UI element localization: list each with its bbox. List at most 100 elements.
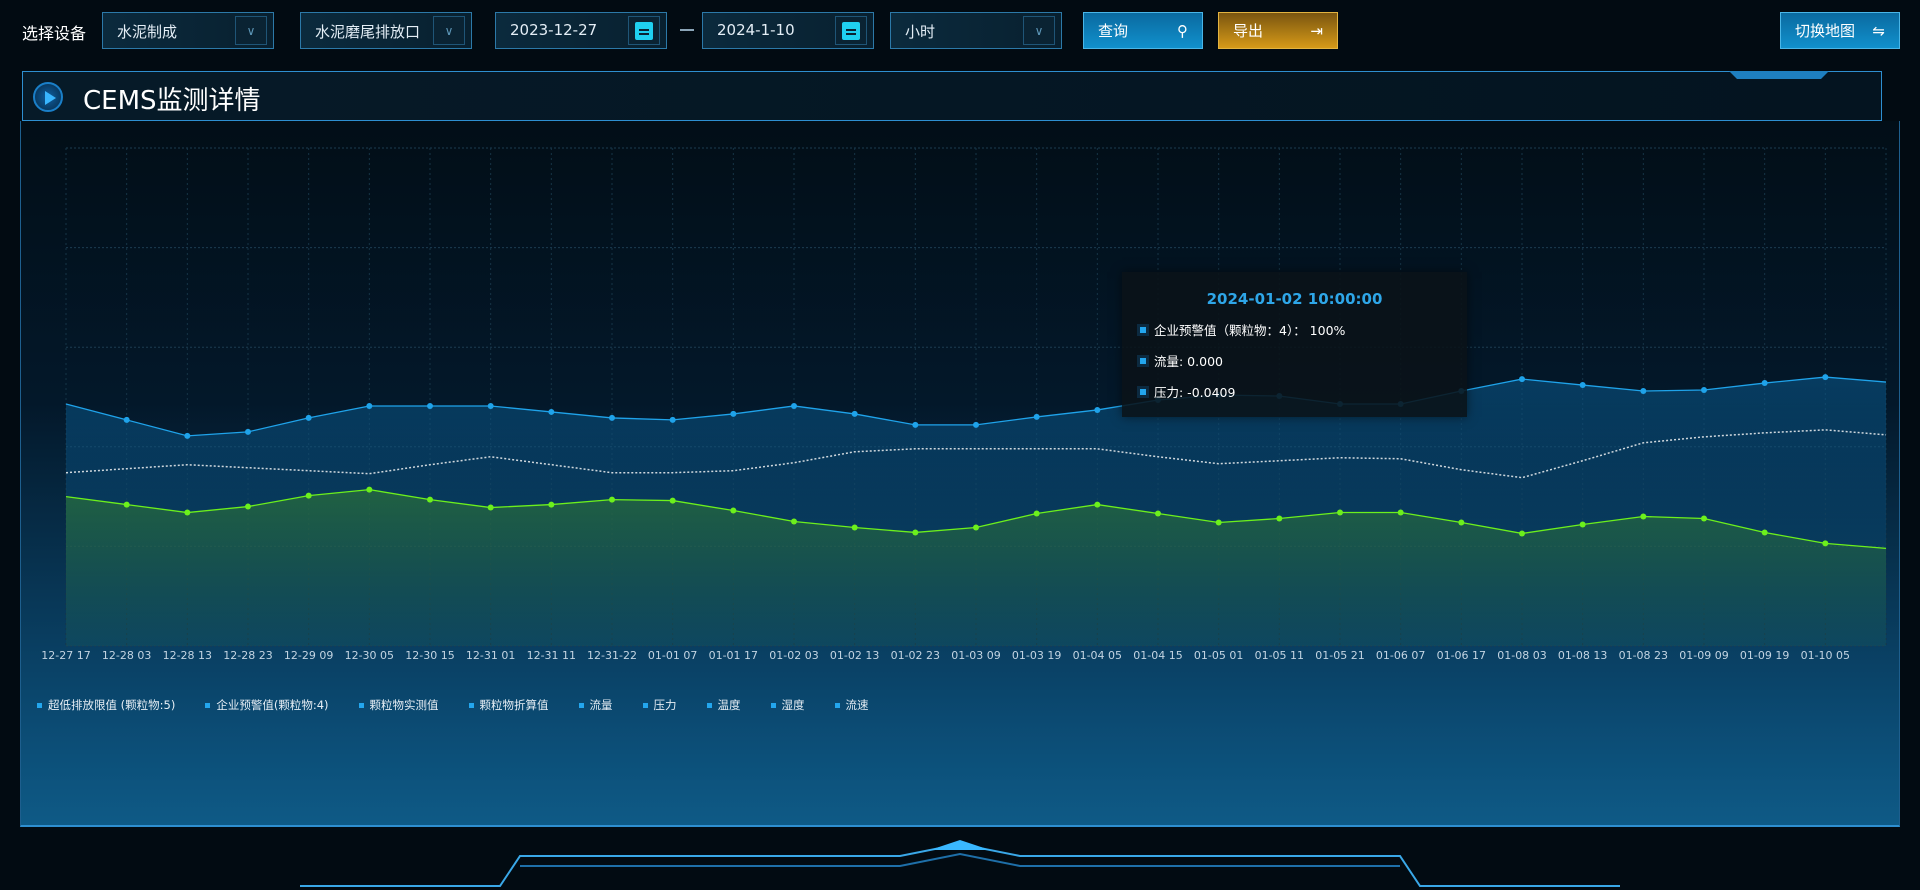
page-title: CEMS监测详情 — [83, 86, 261, 116]
series-area — [66, 489, 1886, 646]
data-point — [1155, 510, 1161, 517]
legend-item[interactable]: 颗粒物实测值 — [358, 697, 439, 713]
data-point — [1701, 515, 1707, 522]
export-icon: ⇥ — [1310, 21, 1323, 40]
bottom-frame-decoration — [300, 840, 1620, 887]
tooltip-row: 压力: -0.0409 — [1154, 385, 1236, 400]
chevron-down-icon[interactable]: ∨ — [433, 16, 465, 45]
calendar-icon[interactable] — [628, 16, 660, 45]
data-point — [1033, 510, 1040, 517]
x-tick-label: 01-02 23 — [890, 649, 941, 662]
x-tick-label: 01-09 19 — [1739, 649, 1790, 662]
x-tick-label: 01-04 05 — [1072, 649, 1123, 662]
data-point — [609, 414, 615, 421]
legend-label: 颗粒物折算值 — [479, 698, 549, 712]
data-point — [366, 486, 373, 493]
x-tick-label: 12-31 11 — [526, 649, 577, 662]
x-tick-label: 12-28 13 — [162, 649, 213, 662]
x-tick-label: 12-29 09 — [283, 649, 334, 662]
x-tick-label: 01-08 13 — [1557, 649, 1608, 662]
tooltip-row: 企业预警值（颗粒物：4）： 100% — [1154, 323, 1346, 338]
x-tick-label: 01-02 03 — [769, 649, 819, 662]
data-point — [1519, 376, 1525, 383]
chevron-down-icon[interactable]: ∨ — [1023, 16, 1055, 45]
x-tick-label: 01-09 09 — [1679, 649, 1729, 662]
legend-item[interactable]: 颗粒物折算值 — [468, 697, 549, 713]
data-point — [1519, 530, 1525, 537]
tooltip-time: 2024-01-02 10:00:00 — [1206, 290, 1383, 308]
data-point — [851, 524, 858, 531]
x-tick-label: 01-04 15 — [1133, 649, 1183, 662]
company-select[interactable]: 水泥制成 ∨ — [102, 12, 274, 49]
data-point — [912, 421, 919, 428]
data-point — [791, 518, 797, 525]
granularity-select[interactable]: 小时 ∨ — [890, 12, 1062, 49]
x-tick-label: 01-08 03 — [1497, 649, 1547, 662]
data-point — [245, 428, 251, 435]
data-point — [912, 529, 919, 536]
data-point — [1033, 413, 1040, 420]
data-point — [1579, 382, 1586, 389]
legend-item[interactable]: 企业预警值(颗粒物:4) — [205, 697, 329, 713]
start-date-input[interactable]: 2023-12-27 — [495, 12, 667, 49]
data-point — [548, 501, 555, 508]
data-point — [791, 402, 797, 409]
series-line — [65, 429, 1887, 479]
data-point — [1640, 513, 1647, 520]
legend-label: 企业预警值(颗粒物:4) — [216, 698, 329, 712]
start-date-value: 2023-12-27 — [510, 21, 598, 39]
x-tick-label: 12-31 01 — [465, 649, 516, 662]
data-point — [1458, 519, 1465, 526]
data-point — [123, 501, 130, 508]
legend-marker — [578, 702, 584, 708]
legend-item[interactable]: 流速 — [834, 697, 869, 713]
chevron-down-icon[interactable]: ∨ — [235, 16, 267, 45]
query-button[interactable]: 查询 ⚲ — [1083, 12, 1203, 49]
legend-label: 压力 — [653, 698, 677, 712]
data-point — [487, 402, 494, 409]
legend-item[interactable]: 温度 — [706, 697, 741, 713]
data-point — [1094, 406, 1101, 413]
data-point — [1094, 501, 1101, 508]
x-tick-label: 01-08 23 — [1618, 649, 1669, 662]
data-point — [973, 524, 979, 531]
x-tick-label: 01-05 01 — [1193, 649, 1244, 662]
data-point — [973, 421, 979, 428]
legend-label: 流速 — [845, 698, 869, 712]
panel-header: CEMS监测详情 — [22, 71, 1882, 121]
data-point — [669, 416, 676, 423]
legend-item[interactable]: 超低排放限值 (颗粒物:5) — [37, 697, 175, 713]
data-point — [1822, 540, 1829, 547]
x-tick-label: 12-30 15 — [405, 649, 455, 662]
legend-label: 湿度 — [781, 698, 805, 712]
data-point — [123, 416, 130, 423]
x-tick-label: 12-28 23 — [223, 649, 273, 662]
tooltip-marker — [1137, 323, 1149, 336]
legend-item[interactable]: 压力 — [642, 697, 677, 713]
legend-item[interactable]: 流量 — [578, 697, 613, 713]
data-point — [730, 507, 737, 514]
calendar-icon[interactable] — [835, 16, 867, 45]
export-button[interactable]: 导出 ⇥ — [1218, 12, 1338, 49]
outlet-select[interactable]: 水泥磨尾排放口 ∨ — [300, 12, 472, 49]
x-tick-label: 01-02 13 — [829, 649, 880, 662]
legend-item[interactable]: 湿度 — [770, 697, 805, 713]
x-tick-label: 01-06 17 — [1436, 649, 1487, 662]
data-point — [305, 414, 312, 421]
export-label: 导出 — [1233, 22, 1264, 40]
data-point — [1397, 509, 1404, 516]
switch-map-label: 切换地图 — [1795, 22, 1856, 40]
tooltip-row: 流量: 0.000 — [1154, 354, 1223, 369]
device-label: 选择设备 — [22, 24, 87, 43]
date-range-separator — [680, 29, 694, 31]
switch-map-button[interactable]: 切换地图 ⇋ — [1780, 12, 1900, 49]
legend-label: 超低排放限值 (颗粒物:5) — [48, 698, 176, 712]
data-point — [851, 410, 858, 417]
end-date-input[interactable]: 2024-1-10 — [702, 12, 874, 49]
data-point — [1215, 519, 1222, 526]
data-point — [1761, 529, 1768, 536]
x-tick-label: 01-03 09 — [951, 649, 1001, 662]
x-tick-label: 01-06 07 — [1375, 649, 1426, 662]
data-point — [487, 504, 494, 511]
legend-marker — [834, 702, 840, 708]
